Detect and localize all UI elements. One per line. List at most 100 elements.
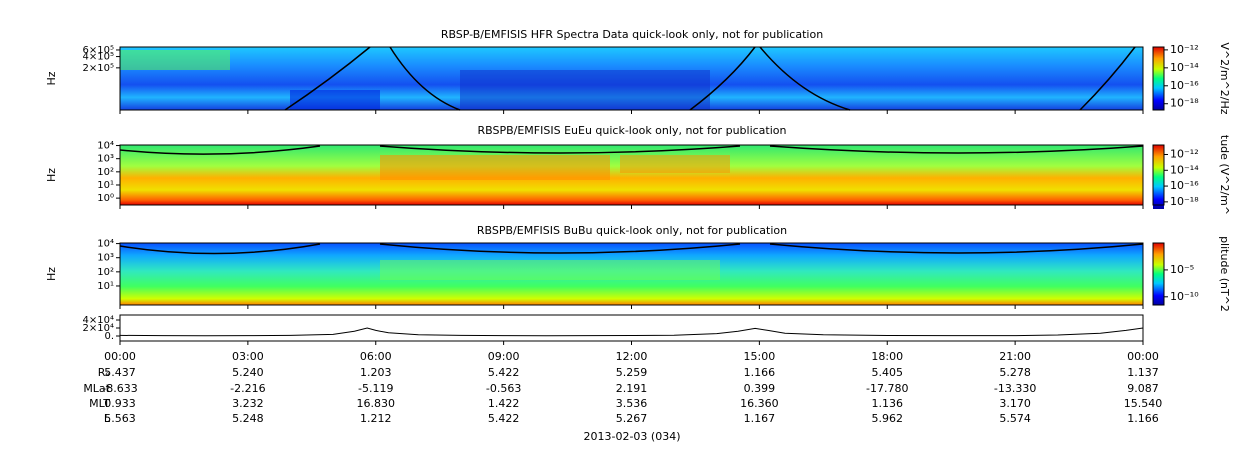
colorbar-tick-label: 10⁻¹² bbox=[1170, 148, 1199, 161]
colorbar-label: V^2/m^2/Hz bbox=[1218, 42, 1231, 114]
ephemeris-value: -5.119 bbox=[358, 382, 393, 395]
x-tick-label: 00:00 bbox=[1127, 350, 1159, 363]
ephemeris-value: 5.267 bbox=[616, 412, 648, 425]
colorbar-frame bbox=[1152, 144, 1165, 206]
x-tick-label: 18:00 bbox=[871, 350, 903, 363]
y-tick-label: 10² bbox=[97, 267, 114, 278]
ephemeris-value: 5.437 bbox=[104, 366, 136, 379]
colorbar-tick-label: 10⁻¹² bbox=[1170, 43, 1199, 56]
y-tick-label: 10³ bbox=[97, 154, 114, 165]
ephemeris-value: -17.780 bbox=[866, 382, 908, 395]
x-tick-label: 12:00 bbox=[616, 350, 648, 363]
model-curve bbox=[284, 46, 1136, 111]
ephemeris-value: 1.212 bbox=[360, 412, 392, 425]
y-axis-label: Hz bbox=[45, 267, 58, 281]
model-curve bbox=[119, 243, 1144, 255]
colorbar-frame bbox=[1152, 46, 1165, 111]
panel-title: RBSPB/EMFISIS EuEu quick-look only, not … bbox=[477, 124, 786, 137]
y-tick-label: 10⁴ bbox=[97, 239, 114, 250]
x-tick-label: 06:00 bbox=[360, 350, 392, 363]
ephemeris-value: 5.405 bbox=[872, 366, 904, 379]
colorbar-frame bbox=[1152, 242, 1165, 306]
ephemeris-value: 1.136 bbox=[872, 397, 904, 410]
colorbar-tick-label: 10⁻¹⁸ bbox=[1170, 195, 1199, 208]
y-tick-label: 10⁴ bbox=[97, 141, 114, 152]
ephemeris-label: L bbox=[104, 412, 111, 425]
x-axis-label: 2013-02-03 (034) bbox=[583, 430, 680, 443]
y-tick-label: 4×10⁴ bbox=[83, 315, 114, 326]
y-tick-label: 10² bbox=[97, 167, 114, 178]
ephemeris-value: 1.166 bbox=[1127, 412, 1159, 425]
ephemeris-value: 1.166 bbox=[744, 366, 776, 379]
ephemeris-value: -8.633 bbox=[102, 382, 137, 395]
x-tick-label: 00:00 bbox=[104, 350, 136, 363]
x-tick-label: 21:00 bbox=[999, 350, 1031, 363]
spectrogram-feature bbox=[380, 260, 720, 280]
data-line bbox=[119, 327, 1144, 337]
y-axis-label: Hz bbox=[45, 71, 58, 85]
colorbar bbox=[1153, 47, 1164, 110]
ephemeris-value: 16.830 bbox=[357, 397, 396, 410]
colorbar bbox=[1153, 145, 1164, 209]
ephemeris-label: MLT bbox=[89, 397, 110, 410]
colorbar-tick-label: 10⁻¹⁶ bbox=[1170, 79, 1199, 92]
ephemeris-value: 0.399 bbox=[744, 382, 776, 395]
ephemeris-value: 1.422 bbox=[488, 397, 520, 410]
spectrogram-image bbox=[120, 145, 1143, 205]
y-tick-label: 4×10⁵ bbox=[83, 52, 114, 63]
ephemeris-value: 15.540 bbox=[1124, 397, 1163, 410]
y-tick-label: 6×10⁵ bbox=[83, 45, 114, 56]
y-tick-label: 10⁰ bbox=[97, 193, 114, 204]
model-curve bbox=[119, 145, 1144, 155]
x-tick-label: 09:00 bbox=[488, 350, 520, 363]
spectrogram-feature bbox=[460, 70, 710, 110]
colorbar-tick-label: 10⁻¹⁸ bbox=[1170, 97, 1199, 110]
colorbar-label: plitude (nT^2 bbox=[1218, 236, 1231, 312]
ephemeris-value: 5.259 bbox=[616, 366, 648, 379]
colorbar-tick-label: 10⁻¹⁶ bbox=[1170, 179, 1199, 192]
ephemeris-value: 5.422 bbox=[488, 412, 520, 425]
ephemeris-value: 3.170 bbox=[999, 397, 1031, 410]
spectrogram-feature bbox=[380, 155, 610, 180]
ephemeris-value: 5.574 bbox=[999, 412, 1031, 425]
y-tick-label: 10³ bbox=[97, 253, 114, 264]
colorbar-tick-label: 10⁻¹⁴ bbox=[1170, 61, 1199, 74]
ephemeris-value: -13.330 bbox=[994, 382, 1036, 395]
ephemeris-value: 9.087 bbox=[1127, 382, 1159, 395]
ephemeris-value: 3.536 bbox=[616, 397, 648, 410]
y-tick-label: 2×10⁵ bbox=[83, 63, 114, 74]
ephemeris-value: 5.240 bbox=[232, 366, 264, 379]
ephemeris-value: 1.137 bbox=[1127, 366, 1159, 379]
spectrogram-feature bbox=[120, 50, 230, 70]
ephemeris-value: 5.248 bbox=[232, 412, 264, 425]
colorbar-label: tude (V^2/m^ bbox=[1218, 135, 1231, 215]
colorbar bbox=[1153, 243, 1164, 305]
ephemeris-value: 3.232 bbox=[232, 397, 264, 410]
ephemeris-value: 5.278 bbox=[999, 366, 1031, 379]
plot-frame bbox=[119, 314, 1144, 342]
y-tick-label: 2×10⁴ bbox=[83, 323, 114, 334]
ephemeris-value: -2.216 bbox=[230, 382, 265, 395]
ephemeris-value: 1.203 bbox=[360, 366, 392, 379]
spectrogram-feature bbox=[620, 155, 730, 173]
colorbar-tick-label: 10⁻¹⁴ bbox=[1170, 163, 1199, 176]
y-axis-label: Hz bbox=[45, 168, 58, 182]
ephemeris-value: -0.563 bbox=[486, 382, 521, 395]
panel-title: RBSP-B/EMFISIS HFR Spectra Data quick-lo… bbox=[441, 28, 823, 41]
panel-title: RBSPB/EMFISIS BuBu quick-look only, not … bbox=[477, 224, 787, 237]
ephemeris-value: 5.422 bbox=[488, 366, 520, 379]
ephemeris-value: 0.933 bbox=[104, 397, 136, 410]
spectrogram-feature bbox=[290, 90, 380, 110]
colorbar-tick-label: 10⁻¹⁰ bbox=[1170, 290, 1199, 303]
y-tick-label: 10¹ bbox=[97, 281, 114, 292]
colorbar-tick-label: 10⁻⁵ bbox=[1170, 263, 1194, 276]
ephemeris-value: 5.962 bbox=[872, 412, 904, 425]
y-tick-label: 0. bbox=[104, 331, 114, 342]
y-tick-label: 10¹ bbox=[97, 180, 114, 191]
ephemeris-value: 2.191 bbox=[616, 382, 648, 395]
ephemeris-label: Rₑ bbox=[98, 366, 110, 379]
ephemeris-label: MLat bbox=[83, 382, 110, 395]
x-tick-label: 03:00 bbox=[232, 350, 264, 363]
x-tick-label: 15:00 bbox=[744, 350, 776, 363]
